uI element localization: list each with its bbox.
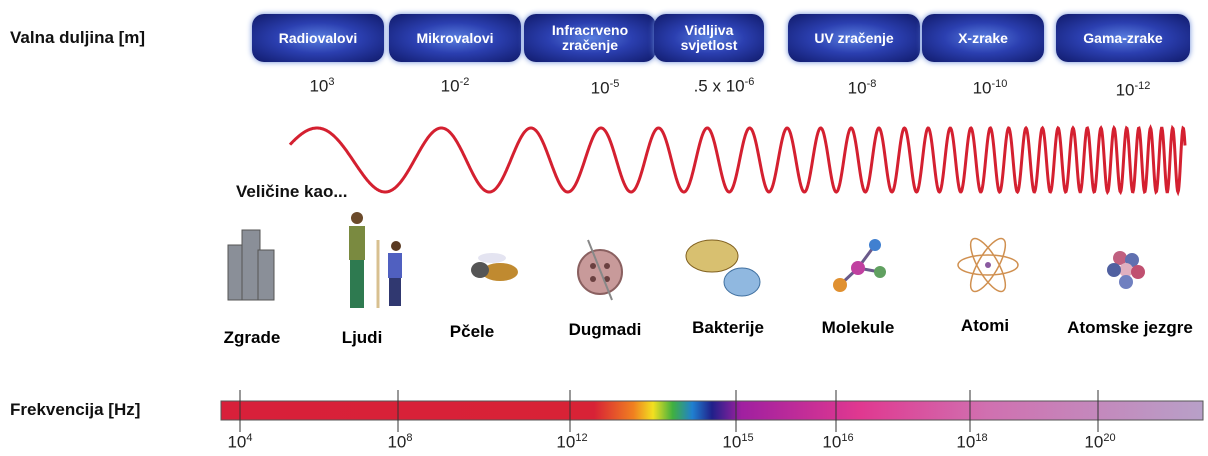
wavelength-value: 103	[309, 76, 334, 97]
size-item: Atomske jezgre	[1067, 318, 1193, 337]
base: 10	[387, 432, 407, 452]
frequency-bar	[220, 400, 1204, 421]
icon-molecule	[833, 239, 886, 292]
wavelength-value: 10-2	[441, 76, 470, 97]
base: 10	[847, 78, 867, 98]
band-name: Vidljiva svjetlost	[680, 22, 738, 53]
base: 10	[309, 76, 329, 96]
sizes-label: Veličine kao...	[236, 182, 348, 201]
base: 10	[1084, 432, 1104, 452]
band: X-zrake	[922, 14, 1044, 62]
icon-bacteria	[685, 239, 761, 297]
exponent: -5	[609, 78, 620, 90]
band-name: Gama-zrake	[1083, 29, 1163, 46]
base: 10	[1115, 80, 1135, 100]
base: 10	[440, 76, 460, 96]
frequency-ticks	[239, 390, 1099, 432]
size-item: Ljudi	[341, 328, 383, 347]
exponent: 18	[975, 432, 988, 444]
size-item: Atomi	[960, 316, 1010, 335]
base: 10	[556, 432, 576, 452]
size-item: Pčele	[449, 322, 495, 341]
base: 10	[972, 78, 992, 98]
band: Mikrovalovi	[389, 14, 521, 62]
exponent: 4	[246, 432, 253, 444]
exponent: -8	[866, 78, 877, 90]
exponent: 12	[575, 432, 588, 444]
base: 10	[722, 432, 742, 452]
exponent: 8	[406, 432, 413, 444]
base: 10	[590, 78, 610, 98]
base: 10	[956, 432, 976, 452]
band: Gama-zrake	[1056, 14, 1190, 62]
frequency-tick-label: 1020	[1084, 432, 1115, 453]
exponent: -6	[744, 76, 755, 88]
wavelength-value: .5 x 10-6	[694, 76, 755, 97]
frequency-tick-label: 104	[227, 432, 252, 453]
icon-atom	[957, 237, 1019, 293]
base: 10	[822, 432, 842, 452]
band-name: Infracrveno zračenje	[551, 22, 629, 53]
frequency-tick-label: 1015	[722, 432, 753, 453]
wavelength-label: Valna duljina [m]	[10, 28, 146, 47]
band: UV zračenje	[788, 14, 920, 62]
exponent: 20	[1103, 432, 1116, 444]
size-item: Dugmadi	[568, 320, 642, 339]
band-name: UV zračenje	[814, 29, 894, 46]
frequency-tick-label: 1012	[556, 432, 587, 453]
band: Vidljiva svjetlost	[654, 14, 764, 62]
frequency-tick-label: 108	[387, 432, 412, 453]
size-item: Zgrade	[223, 328, 281, 347]
exponent: 3	[328, 76, 335, 88]
exponent: -2	[459, 76, 470, 88]
wavelength-value: 10-5	[591, 78, 620, 99]
band: Radiovalovi	[252, 14, 384, 62]
band: Infracrveno zračenje	[524, 14, 656, 62]
size-item: Molekule	[821, 318, 895, 337]
icon-bee	[471, 253, 518, 281]
icon-nucleus	[1107, 251, 1145, 289]
exponent: -10	[991, 78, 1008, 90]
wavelength-value: 10-10	[973, 78, 1008, 99]
exponent: -12	[1134, 80, 1151, 92]
exponent: 15	[741, 432, 754, 444]
wave	[288, 124, 1187, 197]
wavelength-value: 10-8	[848, 78, 877, 99]
icon-button	[577, 239, 623, 301]
wavelength-value: 10-12	[1116, 80, 1151, 101]
band-name: X-zrake	[958, 29, 1008, 46]
frequency-label: Frekvencija [Hz]	[10, 400, 141, 419]
frequency-tick-label: 1016	[822, 432, 853, 453]
size-item: Bakterije	[692, 318, 764, 337]
band-name: Radiovalovi	[278, 29, 358, 46]
icon-buildings	[227, 229, 275, 301]
frequency-tick-label: 1018	[956, 432, 987, 453]
icon-people	[349, 212, 402, 308]
base: 10	[227, 432, 247, 452]
base: .5 x 10	[693, 76, 745, 96]
band-name: Mikrovalovi	[416, 29, 494, 46]
exponent: 16	[841, 432, 854, 444]
